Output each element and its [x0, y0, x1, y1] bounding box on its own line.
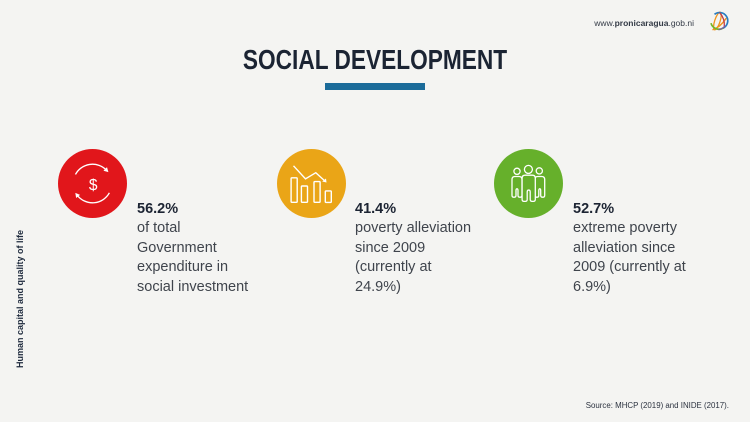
svg-text:$: $ — [88, 176, 97, 193]
